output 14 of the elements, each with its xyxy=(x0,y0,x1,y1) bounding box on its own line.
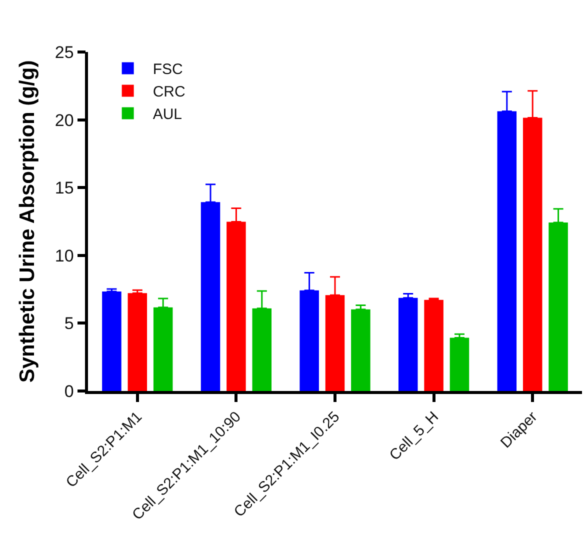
y-tick-label: 15 xyxy=(54,178,74,198)
bar xyxy=(424,300,444,391)
y-tick-label: 25 xyxy=(54,42,74,62)
y-tick-label: 0 xyxy=(64,382,74,401)
y-tick-label: 5 xyxy=(64,314,74,334)
bar xyxy=(128,293,148,391)
bar xyxy=(450,338,470,391)
y-axis-title: Synthetic Urine Absorption (g/g) xyxy=(16,60,40,383)
y-tick-label: 10 xyxy=(54,246,74,266)
bar xyxy=(102,291,122,391)
legend-label: FSC xyxy=(152,61,183,78)
legend-label: AUL xyxy=(152,106,182,124)
y-tick-label: 20 xyxy=(54,110,74,130)
legend-label: CRC xyxy=(152,84,186,101)
